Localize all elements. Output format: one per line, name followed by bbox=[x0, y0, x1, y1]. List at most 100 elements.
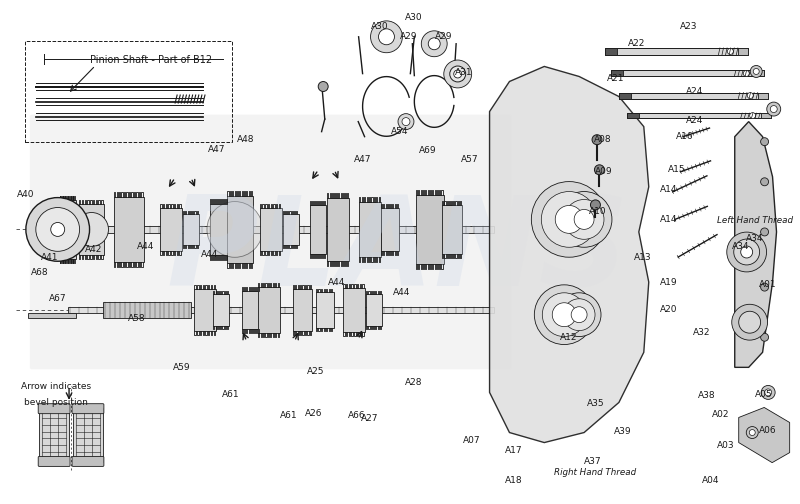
Bar bbox=[114, 197, 144, 262]
Text: A28: A28 bbox=[405, 378, 422, 387]
Text: A07: A07 bbox=[463, 435, 481, 445]
Bar bbox=[60, 200, 76, 259]
Text: A67: A67 bbox=[50, 294, 67, 302]
Circle shape bbox=[454, 70, 462, 78]
Circle shape bbox=[746, 426, 758, 438]
Bar bbox=[79, 204, 104, 256]
Bar bbox=[214, 294, 230, 326]
Text: A61: A61 bbox=[222, 391, 240, 400]
Text: A14: A14 bbox=[660, 215, 678, 224]
Text: A39: A39 bbox=[614, 426, 631, 435]
Bar bbox=[619, 93, 768, 98]
Circle shape bbox=[207, 202, 262, 258]
Bar bbox=[366, 294, 382, 326]
Circle shape bbox=[770, 106, 778, 112]
Text: A24: A24 bbox=[686, 87, 704, 96]
Text: A27: A27 bbox=[361, 414, 378, 423]
Text: Right Hand Thread: Right Hand Thread bbox=[554, 468, 637, 477]
Circle shape bbox=[750, 112, 756, 118]
Circle shape bbox=[50, 222, 65, 236]
Text: A25: A25 bbox=[306, 367, 324, 376]
Circle shape bbox=[761, 178, 769, 186]
Circle shape bbox=[563, 299, 595, 331]
Text: A68: A68 bbox=[31, 268, 49, 277]
Bar bbox=[68, 307, 494, 312]
Bar bbox=[282, 214, 298, 245]
Bar bbox=[605, 48, 617, 55]
Text: A48: A48 bbox=[237, 135, 254, 144]
Text: A40: A40 bbox=[17, 190, 34, 199]
Bar bbox=[611, 71, 764, 77]
Circle shape bbox=[36, 208, 80, 251]
Circle shape bbox=[571, 307, 587, 323]
Text: A17: A17 bbox=[505, 446, 522, 455]
Bar bbox=[738, 48, 748, 55]
Circle shape bbox=[761, 228, 769, 236]
Text: A04: A04 bbox=[702, 476, 720, 485]
Text: A31: A31 bbox=[455, 68, 473, 77]
Text: A23: A23 bbox=[680, 22, 698, 31]
Bar bbox=[103, 302, 191, 318]
Text: A69: A69 bbox=[418, 146, 436, 155]
FancyBboxPatch shape bbox=[30, 114, 511, 369]
Circle shape bbox=[754, 69, 759, 75]
Bar bbox=[310, 205, 326, 255]
Bar bbox=[160, 208, 182, 251]
Circle shape bbox=[765, 389, 772, 396]
Text: A01: A01 bbox=[759, 280, 777, 289]
Circle shape bbox=[398, 113, 414, 130]
Circle shape bbox=[531, 181, 607, 257]
Bar bbox=[605, 48, 748, 55]
Bar bbox=[39, 408, 69, 462]
Bar bbox=[758, 93, 768, 98]
Circle shape bbox=[766, 102, 781, 116]
Text: A18: A18 bbox=[505, 476, 522, 485]
Text: A10: A10 bbox=[589, 207, 606, 216]
Text: A34: A34 bbox=[746, 234, 763, 243]
Circle shape bbox=[761, 283, 769, 291]
Text: A19: A19 bbox=[660, 278, 678, 287]
Bar bbox=[627, 113, 639, 118]
Text: A44: A44 bbox=[394, 288, 410, 297]
Text: A05: A05 bbox=[755, 391, 773, 400]
Circle shape bbox=[556, 192, 612, 247]
Circle shape bbox=[741, 246, 753, 258]
Circle shape bbox=[738, 311, 761, 333]
Text: A24: A24 bbox=[686, 115, 704, 124]
Bar bbox=[327, 198, 350, 261]
Circle shape bbox=[590, 200, 601, 210]
Text: A20: A20 bbox=[660, 305, 678, 314]
Text: Arrow indicates: Arrow indicates bbox=[21, 382, 90, 391]
Text: A30: A30 bbox=[371, 22, 389, 31]
Text: A26: A26 bbox=[305, 409, 322, 418]
Bar bbox=[194, 289, 216, 331]
Bar bbox=[343, 288, 365, 332]
FancyBboxPatch shape bbox=[72, 457, 104, 466]
Text: A14: A14 bbox=[660, 185, 678, 194]
Text: A15: A15 bbox=[668, 165, 686, 174]
Polygon shape bbox=[490, 67, 649, 443]
Text: A47: A47 bbox=[208, 145, 226, 154]
Bar bbox=[227, 196, 254, 263]
Circle shape bbox=[564, 200, 604, 239]
Bar bbox=[260, 208, 282, 251]
Circle shape bbox=[318, 82, 328, 92]
Text: A58: A58 bbox=[128, 313, 146, 323]
Text: A44: A44 bbox=[201, 250, 218, 259]
Bar bbox=[381, 208, 399, 251]
Circle shape bbox=[378, 29, 394, 45]
Circle shape bbox=[450, 66, 466, 82]
Text: A12: A12 bbox=[561, 333, 578, 342]
Bar bbox=[72, 226, 494, 233]
Bar bbox=[73, 408, 103, 462]
Text: A57: A57 bbox=[461, 155, 478, 164]
FancyBboxPatch shape bbox=[72, 404, 104, 414]
Text: A38: A38 bbox=[698, 392, 716, 401]
Text: A54: A54 bbox=[391, 127, 408, 136]
Text: Left Hand Thread: Left Hand Thread bbox=[717, 216, 793, 225]
Bar bbox=[242, 291, 260, 329]
Bar bbox=[442, 205, 462, 255]
Polygon shape bbox=[734, 121, 777, 367]
Circle shape bbox=[762, 386, 775, 399]
Circle shape bbox=[734, 239, 760, 265]
